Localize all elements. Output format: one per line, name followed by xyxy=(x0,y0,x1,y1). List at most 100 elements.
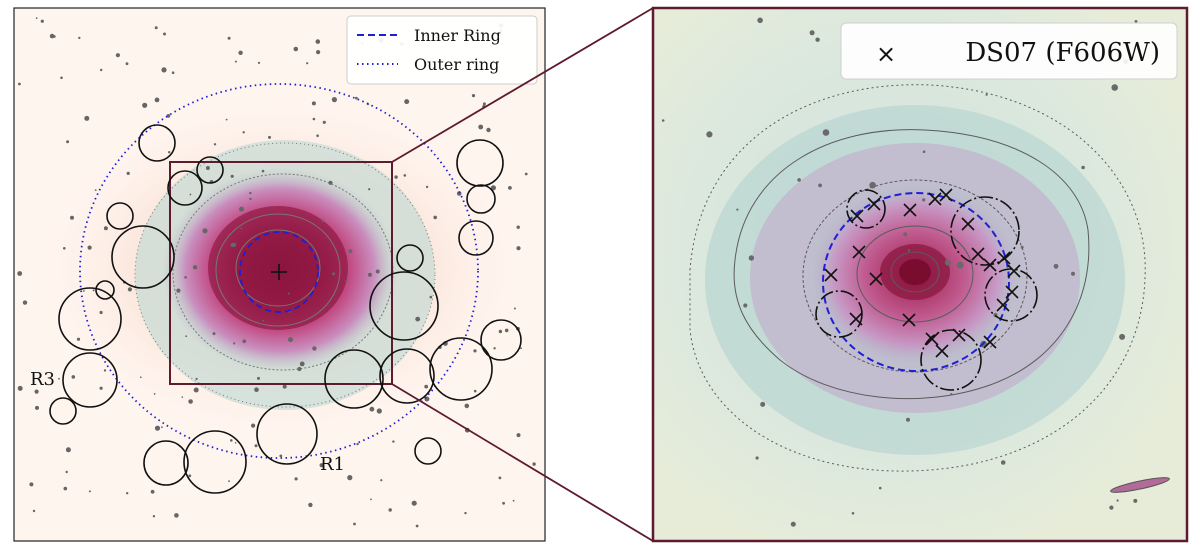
field-source xyxy=(985,93,988,96)
contour xyxy=(689,84,1146,472)
region-circle xyxy=(379,348,435,404)
field-source xyxy=(532,462,536,466)
field-source xyxy=(1133,498,1138,503)
ds07-marker xyxy=(952,328,966,342)
field-source xyxy=(748,255,755,261)
left-legend: Inner Ring Outer ring xyxy=(346,15,538,85)
field-source xyxy=(478,124,484,130)
field-source xyxy=(189,193,192,196)
field-source xyxy=(394,175,398,179)
field-source xyxy=(322,120,326,124)
ds07-marker xyxy=(996,298,1010,312)
legend-box xyxy=(840,22,1178,80)
field-source xyxy=(161,426,163,428)
field-source xyxy=(315,39,321,44)
field-source xyxy=(790,521,796,527)
field-source xyxy=(282,384,287,389)
ds07-marker xyxy=(983,258,997,272)
field-source xyxy=(228,480,230,483)
field-source xyxy=(907,249,911,252)
field-source xyxy=(490,185,496,191)
field-source xyxy=(493,347,496,350)
field-source xyxy=(424,384,429,389)
field-source xyxy=(202,228,208,234)
field-source xyxy=(140,376,142,379)
field-source xyxy=(736,208,739,211)
ds07-marker xyxy=(852,245,866,259)
field-source xyxy=(115,53,120,58)
inner-ring xyxy=(239,231,319,313)
field-source xyxy=(127,287,132,292)
region-label-r1: R1 xyxy=(320,454,345,475)
region-circle xyxy=(111,225,175,289)
field-source xyxy=(176,288,181,293)
field-source xyxy=(205,166,210,170)
field-source xyxy=(743,303,748,308)
field-source xyxy=(1000,460,1006,465)
field-source xyxy=(944,259,951,266)
field-source xyxy=(94,189,97,192)
field-source xyxy=(60,76,63,80)
field-source xyxy=(922,150,926,153)
field-source xyxy=(415,524,419,528)
field-source xyxy=(851,512,855,515)
field-source xyxy=(234,60,237,63)
field-source xyxy=(504,328,509,333)
field-source xyxy=(17,271,23,276)
field-source xyxy=(261,169,265,173)
field-source xyxy=(415,316,421,322)
field-source xyxy=(1053,263,1059,269)
ds07-marker xyxy=(849,312,863,326)
field-source xyxy=(922,198,926,202)
field-source xyxy=(294,477,298,481)
field-source xyxy=(516,225,520,229)
field-source xyxy=(502,501,505,505)
field-source xyxy=(154,26,158,30)
field-source xyxy=(154,97,160,103)
connector-top xyxy=(391,7,654,163)
ds07-marker xyxy=(961,217,975,231)
field-source xyxy=(233,342,236,345)
field-source xyxy=(486,127,491,133)
field-source xyxy=(76,337,81,341)
ds07-marker xyxy=(903,203,917,217)
region-circle xyxy=(183,430,247,494)
field-source xyxy=(257,376,260,380)
field-source xyxy=(84,115,90,121)
field-source xyxy=(195,377,198,380)
field-source xyxy=(815,37,820,42)
field-source xyxy=(99,386,103,390)
field-source xyxy=(242,339,247,344)
galaxy-core xyxy=(208,206,348,330)
region-circle xyxy=(414,437,442,465)
field-source xyxy=(473,389,477,393)
field-source xyxy=(516,433,521,438)
ds07-markers xyxy=(824,188,1021,358)
ds07-marker xyxy=(928,192,942,206)
field-source xyxy=(375,269,380,274)
field-source xyxy=(40,19,44,23)
field-source xyxy=(227,36,231,40)
field-source xyxy=(425,185,429,189)
field-source xyxy=(83,290,85,292)
field-source xyxy=(482,102,486,106)
region-circle xyxy=(58,287,122,351)
field-source xyxy=(181,396,184,398)
field-source xyxy=(287,292,290,295)
region-circles xyxy=(49,124,522,494)
ds07-marker xyxy=(983,335,997,349)
field-source xyxy=(512,499,515,502)
ds07-marker xyxy=(867,197,881,211)
legend-box xyxy=(346,15,538,85)
field-source xyxy=(88,490,91,493)
region-circle xyxy=(49,397,77,425)
field-source xyxy=(153,393,156,395)
right-panel: × DS07 (F606W) xyxy=(651,6,1189,543)
region-circle xyxy=(456,139,504,187)
field-source xyxy=(869,181,876,189)
region-circle xyxy=(167,170,203,206)
field-source xyxy=(411,500,417,506)
region-circle xyxy=(106,202,134,230)
zoom-region-circle xyxy=(920,329,982,391)
field-source xyxy=(464,511,467,515)
